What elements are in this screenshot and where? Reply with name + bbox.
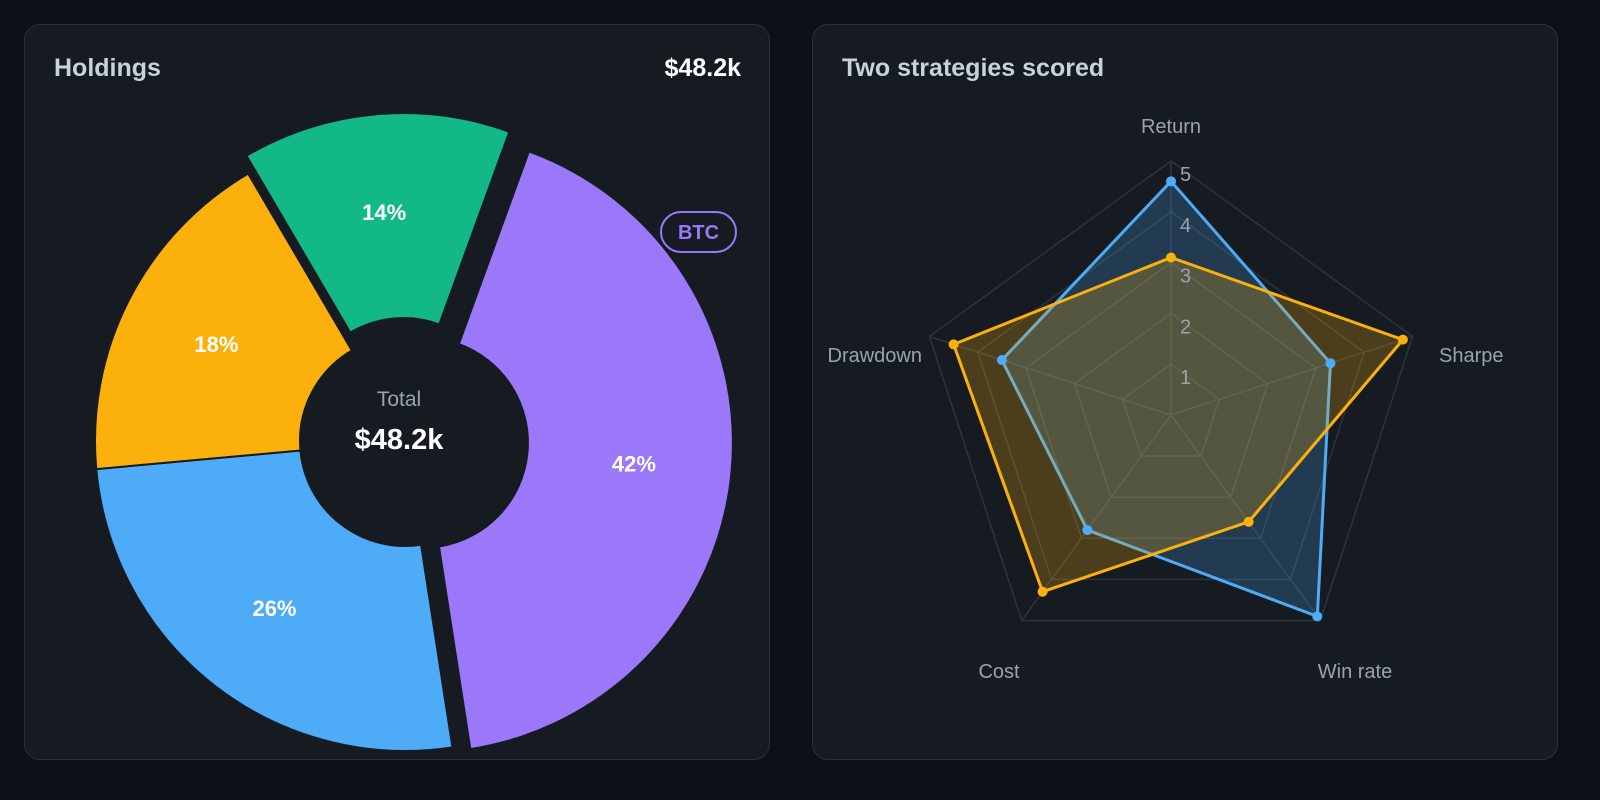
btc-badge-label: BTC bbox=[678, 222, 719, 244]
radar-grid-ring-2 bbox=[1073, 312, 1269, 498]
donut-slice-label-segment-2: 26% bbox=[252, 596, 296, 621]
strategies-card: Two strategies scored 1 2 3 4 5 Return Sharpe… bbox=[812, 24, 1558, 760]
radar-spoke-sharpe bbox=[1170, 335, 1413, 416]
donut-center-label: Total bbox=[377, 388, 421, 411]
strategies-title: Two strategies scored bbox=[842, 54, 1105, 82]
radar-tick-label-5: 5 bbox=[1180, 164, 1191, 186]
radar-series-2-point-cost[interactable] bbox=[1037, 586, 1048, 597]
donut-slice-segment-4[interactable] bbox=[245, 112, 511, 334]
holdings-donut-chart: 42% 26% 18% 14% BTC Total $48.2k bbox=[94, 112, 737, 752]
radar-series-1-area[interactable] bbox=[1000, 179, 1332, 618]
radar-grid-ring-1 bbox=[1121, 363, 1221, 457]
radar-tick-label-2: 2 bbox=[1180, 316, 1191, 338]
radar-series-1-point-win-rate[interactable] bbox=[1312, 611, 1323, 622]
radar-spoke-win-rate bbox=[1170, 414, 1321, 621]
holdings-total: $48.2k bbox=[664, 54, 741, 82]
radar-series-1-point-sharpe[interactable] bbox=[1325, 358, 1336, 369]
donut-slice-label-btc: 42% bbox=[612, 451, 656, 476]
radar-spoke-cost bbox=[1021, 414, 1172, 621]
radar-series-2-point-win-rate[interactable] bbox=[1243, 516, 1254, 527]
radar-series-1-point-cost[interactable] bbox=[1082, 525, 1093, 536]
donut-slice-label-segment-4: 14% bbox=[362, 200, 406, 225]
holdings-card: Holdings $48.2k 42% 26% 18% 14% BTC Total $… bbox=[24, 24, 770, 760]
radar-grid-ring-3 bbox=[1025, 261, 1317, 540]
radar-axis-label-return: Return bbox=[1141, 116, 1201, 138]
radar-series-1-point-return[interactable] bbox=[1166, 176, 1176, 187]
donut-slice-label-segment-3: 18% bbox=[194, 332, 238, 357]
radar-axis-label-sharpe: Sharpe bbox=[1439, 345, 1504, 367]
donut-center-value: $48.2k bbox=[355, 424, 445, 456]
holdings-title: Holdings bbox=[54, 54, 161, 82]
radar-tick-label-4: 4 bbox=[1180, 215, 1191, 237]
radar-grid-ring-4 bbox=[976, 210, 1366, 581]
radar-series-1-point-drawdown[interactable] bbox=[996, 355, 1007, 366]
radar-series-2-point-return[interactable] bbox=[1166, 252, 1176, 263]
donut-slice-segment-3[interactable] bbox=[94, 172, 354, 471]
btc-badge-outline bbox=[660, 211, 737, 253]
radar-axis-label-drawdown: Drawdown bbox=[828, 345, 922, 367]
radar-series-2-point-sharpe[interactable] bbox=[1397, 334, 1408, 345]
radar-spoke-drawdown bbox=[929, 335, 1172, 416]
radar-tick-label-3: 3 bbox=[1180, 266, 1191, 288]
radar-series-2-area[interactable] bbox=[952, 256, 1405, 594]
radar-series-2-point-drawdown[interactable] bbox=[948, 339, 959, 350]
radar-axis-label-win-rate: Win rate bbox=[1318, 661, 1392, 683]
radar-axis-label-cost: Cost bbox=[978, 661, 1020, 683]
btc-badge[interactable]: BTC bbox=[660, 211, 737, 253]
radar-tick-label-1: 1 bbox=[1180, 367, 1191, 389]
radar-grid-ring-5 bbox=[928, 160, 1414, 622]
donut-slice-segment-2[interactable] bbox=[95, 449, 454, 752]
donut-slice-btc[interactable] bbox=[437, 150, 734, 751]
strategies-radar-chart: 1 2 3 4 5 Return Sharpe Win rate Cost Drawdown bbox=[828, 116, 1504, 683]
